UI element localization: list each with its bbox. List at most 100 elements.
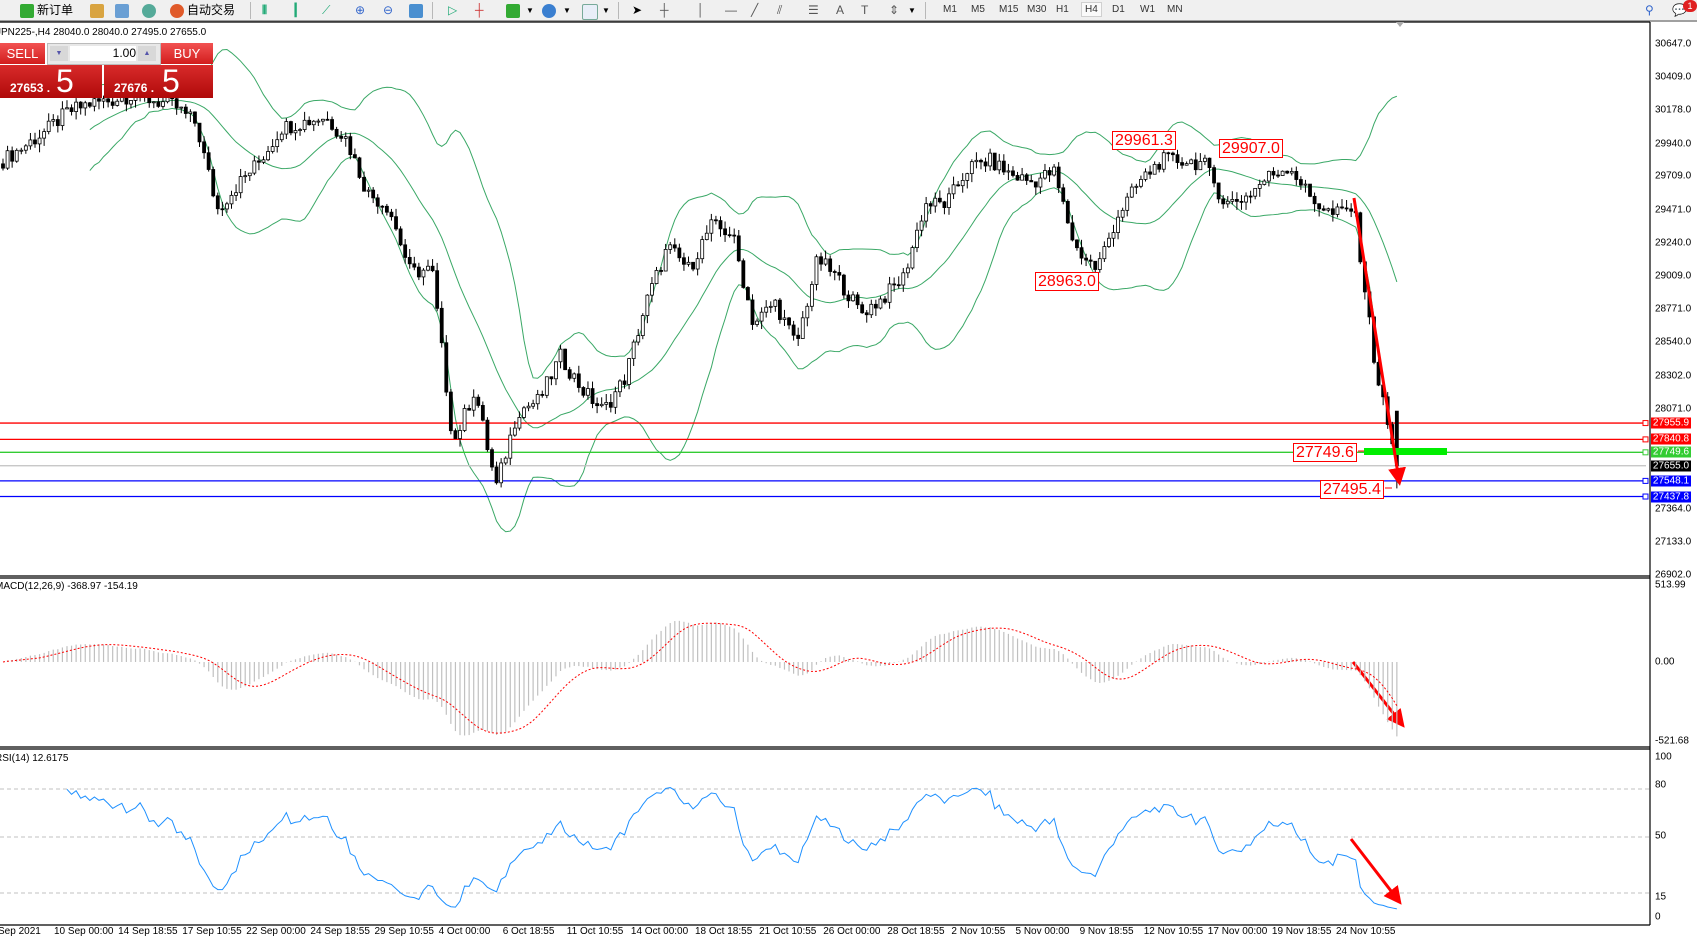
time-axis-label: 14 Sep 18:55 [118, 926, 178, 937]
candle-body [458, 430, 462, 439]
candle-body [590, 388, 595, 404]
timeframe-h1[interactable]: H1 [1056, 4, 1069, 15]
arrows-icon[interactable]: ⇕ [889, 3, 900, 17]
trendline-icon[interactable]: ╱ [751, 3, 759, 17]
candle [1235, 192, 1239, 210]
sell-price-button[interactable]: 27653 . 5 [0, 63, 102, 99]
candle-body [1143, 171, 1148, 180]
zoom-out-icon[interactable]: ⊖ [383, 3, 394, 17]
lot-input[interactable]: 1.00 [70, 46, 136, 61]
line-chart-icon[interactable]: ⟋ [322, 3, 331, 17]
candle [1148, 165, 1152, 179]
rsi-axis-100: 100 [1655, 751, 1672, 763]
candle-body [878, 298, 883, 309]
level-price-tag: 27548.1 [1651, 475, 1691, 487]
candle [1143, 168, 1148, 182]
auto-trading-button[interactable]: 自动交易 [170, 2, 235, 19]
candle [357, 156, 362, 180]
price-label-high-2[interactable]: 29907.0 [1219, 139, 1283, 158]
timeframe-m1[interactable]: M1 [943, 4, 957, 15]
horizontal-line-icon[interactable]: — [725, 3, 737, 17]
candle-body [1139, 179, 1143, 187]
timeframe-h4[interactable]: H4 [1081, 2, 1102, 17]
text-icon[interactable]: A [836, 3, 845, 17]
indicators-icon[interactable] [506, 4, 520, 18]
candle [1052, 164, 1056, 177]
dropdown-arrow-icon[interactable]: ▼ [602, 6, 610, 15]
candle [1125, 192, 1130, 217]
dropdown-arrow-icon[interactable]: ▼ [563, 6, 571, 15]
market-watch-icon[interactable] [90, 4, 104, 18]
candlestick-chart-icon[interactable]: ┃ [292, 3, 300, 17]
search-icon[interactable]: ⚲ [1645, 3, 1654, 17]
candle-body [659, 270, 663, 272]
candle-body [1271, 170, 1276, 176]
toolbar-separator [432, 2, 433, 19]
candle [686, 256, 691, 267]
price-label-entry[interactable]: 27749.6 [1293, 443, 1357, 462]
auto-trading-icon [170, 3, 184, 18]
candle-body [87, 102, 92, 107]
candle-body [1303, 183, 1308, 186]
candle [823, 250, 828, 267]
candle-body [1189, 159, 1194, 165]
candle [448, 388, 453, 435]
price-label-high-1[interactable]: 29961.3 [1112, 131, 1176, 150]
candle-body [83, 102, 88, 109]
periods-clock-icon[interactable] [542, 4, 556, 18]
candle-body [905, 267, 910, 274]
autoscroll-icon[interactable]: ▷ [448, 3, 458, 17]
bar-chart-icon[interactable]: ⫴ [262, 3, 268, 17]
candle [512, 421, 517, 437]
chart-shift-icon[interactable]: ┼ [475, 3, 484, 17]
candle-body [1015, 175, 1020, 181]
zoom-in-icon[interactable]: ⊕ [355, 3, 366, 17]
price-axis-label: 29709.0 [1655, 170, 1692, 182]
candle-body [1175, 154, 1180, 163]
sell-button[interactable]: SELL [0, 43, 45, 64]
candle [334, 126, 339, 139]
cursor-icon[interactable]: ➤ [632, 3, 643, 17]
timeframe-m15[interactable]: M15 [999, 4, 1019, 15]
price-label-bar-low[interactable]: 27495.4 [1320, 480, 1384, 499]
fibonacci-icon[interactable]: ☰ [808, 3, 819, 17]
candle-body [522, 407, 526, 418]
lot-increase-button[interactable]: ▲ [138, 46, 156, 61]
candle [462, 404, 467, 433]
candle [206, 146, 211, 172]
candle-body [302, 119, 307, 130]
price-label-low[interactable]: 28963.0 [1035, 272, 1099, 291]
candle [1047, 167, 1052, 182]
timeframe-m5[interactable]: M5 [971, 4, 985, 15]
timeframe-mn[interactable]: MN [1167, 4, 1183, 15]
buy-button[interactable]: BUY [161, 43, 213, 64]
vertical-line-icon[interactable]: │ [697, 3, 705, 17]
candle [1262, 179, 1267, 186]
toolbar-separator [618, 2, 619, 19]
crosshair-icon[interactable]: ┼ [660, 3, 669, 17]
candle-body [110, 101, 115, 106]
tile-windows-icon[interactable] [409, 4, 423, 18]
navigator-icon[interactable] [115, 4, 129, 18]
timeframe-d1[interactable]: D1 [1112, 4, 1125, 15]
templates-icon[interactable] [582, 4, 598, 20]
time-axis-label: 14 Oct 00:00 [630, 926, 689, 937]
timeframe-m30[interactable]: M30 [1027, 4, 1047, 15]
candle-body [864, 312, 869, 316]
rsi-line [66, 787, 1397, 910]
text-label-icon[interactable]: T [861, 3, 869, 17]
candle-body [650, 283, 654, 296]
dropdown-arrow-icon[interactable]: ▼ [526, 6, 534, 15]
equidistant-channel-icon[interactable]: ⫽ [777, 3, 783, 17]
dropdown-arrow-icon[interactable]: ▼ [908, 6, 916, 15]
signals-icon[interactable] [142, 4, 156, 18]
candle [37, 129, 42, 153]
lot-decrease-button[interactable]: ▼ [50, 46, 68, 61]
candle-body [558, 348, 563, 363]
candle-body [74, 101, 79, 112]
candle [151, 101, 156, 109]
timeframe-w1[interactable]: W1 [1140, 4, 1155, 15]
new-order-button[interactable]: 新订单 [20, 2, 73, 19]
buy-price-button[interactable]: 27676 . 5 [104, 63, 213, 99]
